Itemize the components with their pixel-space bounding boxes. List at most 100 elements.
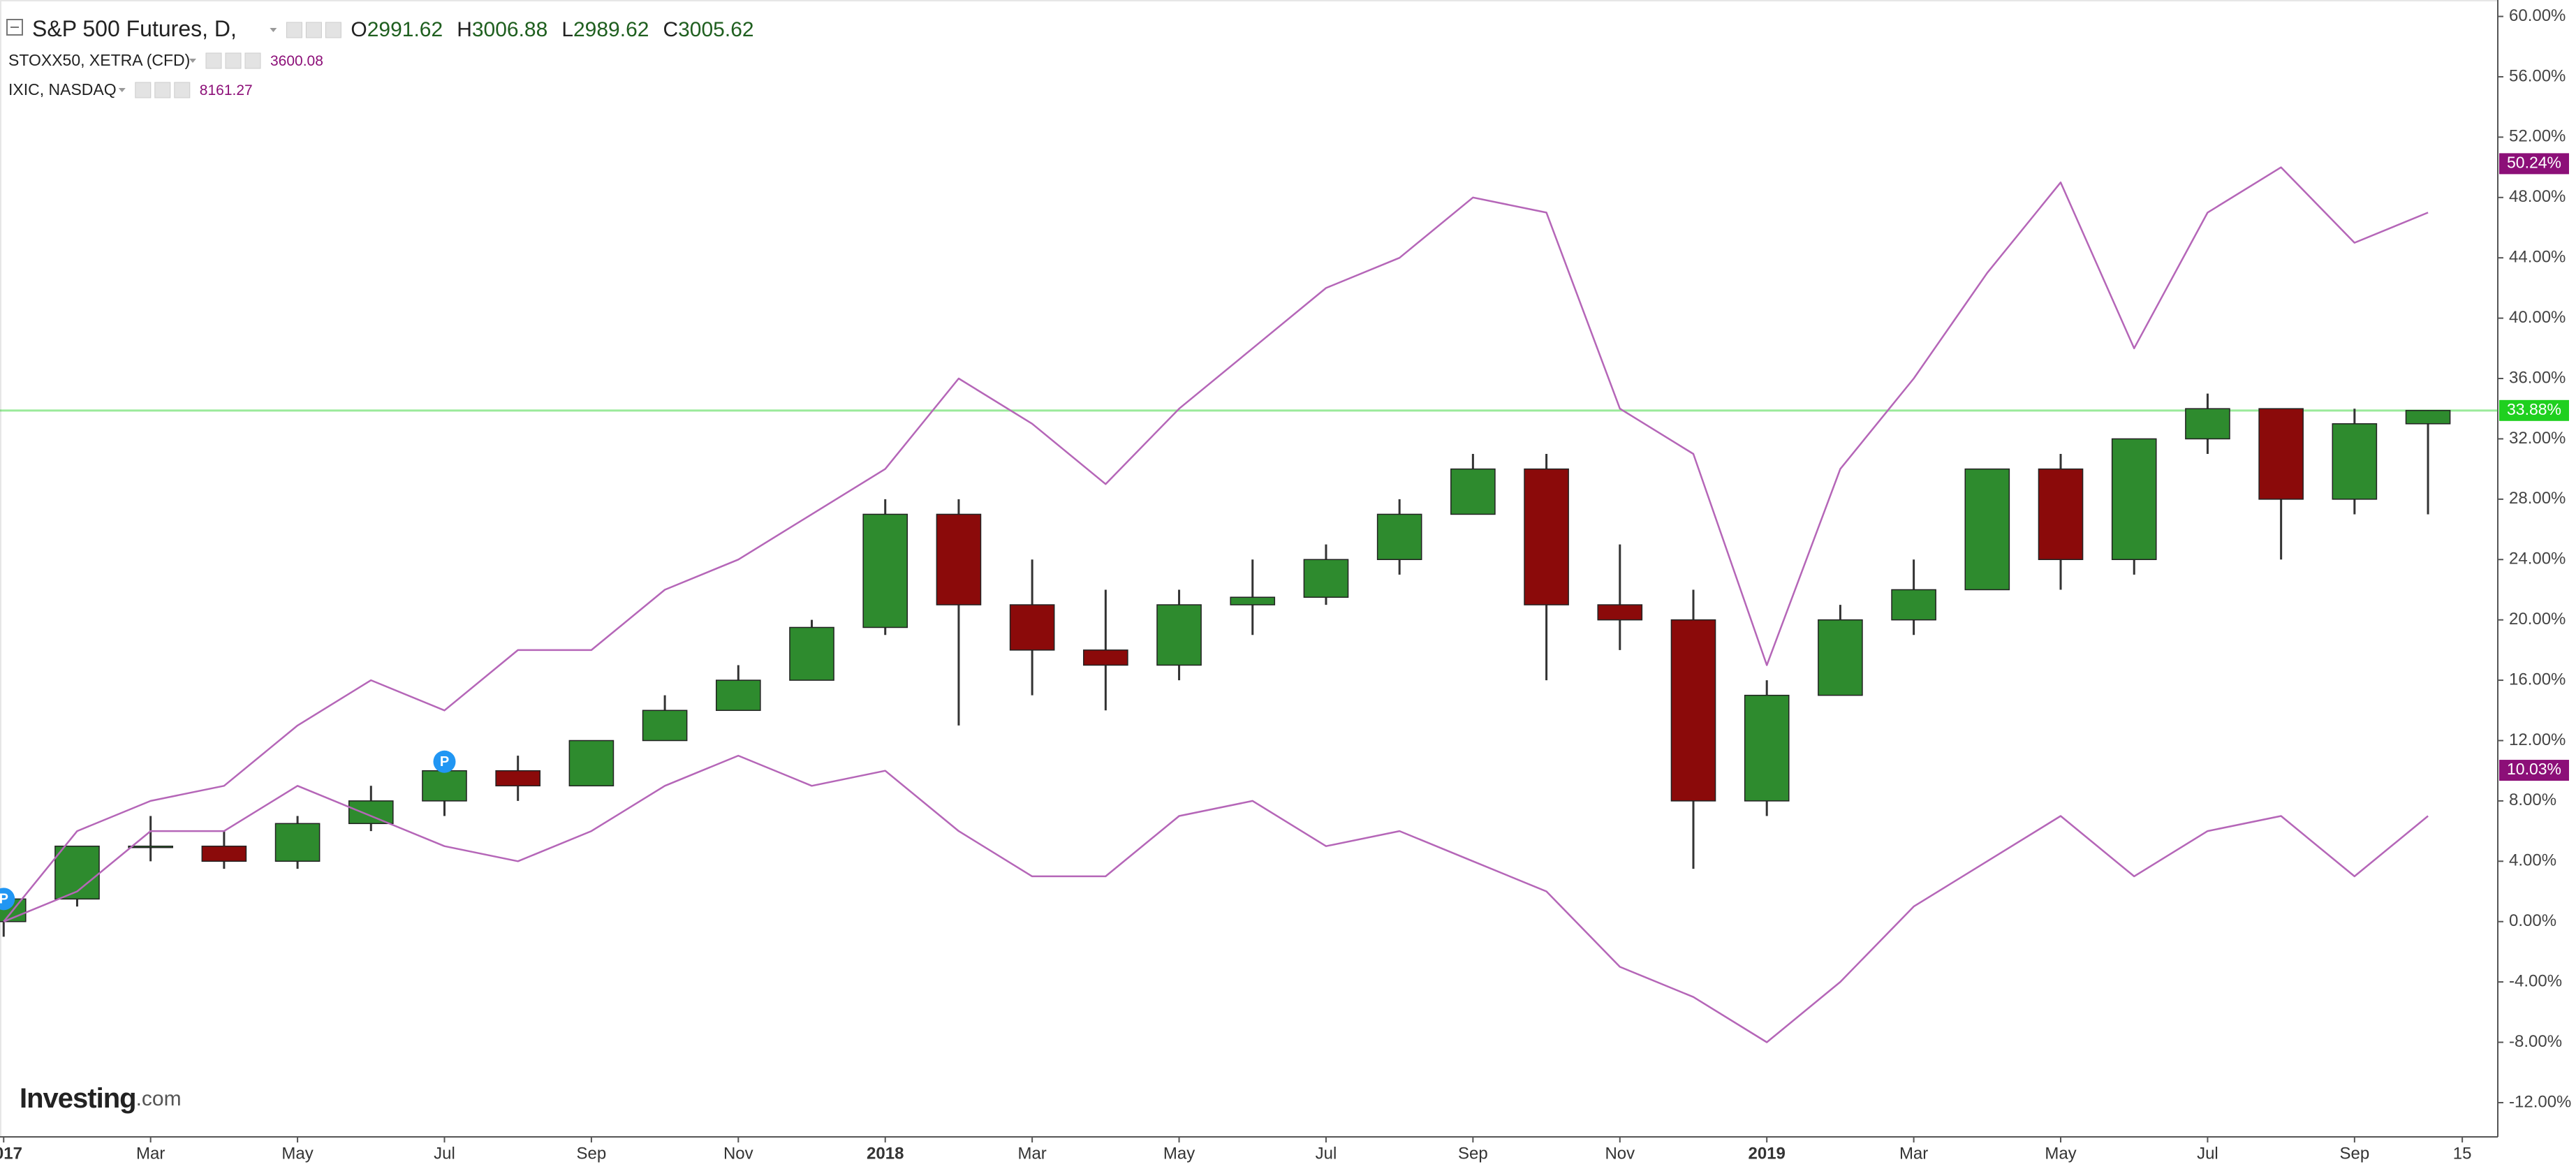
legend-quote: O2991.62 H3006.88 L2989.62 C3005.62 bbox=[351, 18, 753, 41]
y-tick-label: 32.00% bbox=[2509, 429, 2566, 448]
quote-value: 3006.88 bbox=[472, 18, 547, 41]
y-tick-label: 16.00% bbox=[2509, 670, 2566, 689]
candle-body bbox=[2111, 438, 2157, 561]
candle-body bbox=[348, 800, 394, 825]
last-value-label: 50.24% bbox=[2507, 153, 2561, 171]
legend-icon[interactable] bbox=[154, 82, 171, 98]
legend-quote: 8161.27 bbox=[200, 82, 253, 98]
legend-icon[interactable] bbox=[205, 52, 222, 69]
candle-body bbox=[2185, 408, 2230, 440]
quote-value: 3005.62 bbox=[678, 18, 753, 41]
quote-value: 8161.27 bbox=[200, 82, 253, 98]
y-tick-label: -8.00% bbox=[2509, 1032, 2562, 1051]
y-tick-label: 0.00% bbox=[2509, 911, 2556, 930]
candle-body bbox=[1083, 649, 1128, 666]
candle-body bbox=[2332, 423, 2378, 500]
event-marker-label: P bbox=[440, 754, 449, 770]
legend-name-text: STOXX50, XETRA (CFD) bbox=[8, 51, 190, 69]
x-tick-label: Mar bbox=[1017, 1144, 1046, 1163]
x-tick-label: Nov bbox=[1605, 1144, 1635, 1163]
candle-body bbox=[789, 626, 834, 681]
candle-body bbox=[862, 513, 908, 628]
quote-value: 3600.08 bbox=[270, 53, 323, 69]
candle-body bbox=[1303, 559, 1349, 598]
y-tick-label: 24.00% bbox=[2509, 550, 2566, 568]
collapse-button[interactable] bbox=[6, 19, 23, 36]
y-tick-label: 28.00% bbox=[2509, 489, 2566, 508]
quote-label: H bbox=[457, 18, 472, 41]
candle-body bbox=[1230, 596, 1276, 605]
x-tick-label: May bbox=[1163, 1144, 1195, 1163]
x-tick-label: Nov bbox=[723, 1144, 753, 1163]
candle-body bbox=[1670, 619, 1716, 802]
y-tick-label: 52.00% bbox=[2509, 127, 2566, 146]
y-tick-label: 60.00% bbox=[2509, 6, 2566, 25]
x-tick-label: 2019 bbox=[1749, 1144, 1786, 1163]
legend-dropdown[interactable] bbox=[270, 28, 277, 32]
quote-value: 2989.62 bbox=[573, 18, 649, 41]
candle-body bbox=[201, 845, 247, 862]
last-value-label: 33.88% bbox=[2507, 400, 2561, 418]
event-marker[interactable] bbox=[433, 750, 456, 773]
legend-icon[interactable] bbox=[225, 52, 242, 69]
candle-body bbox=[2038, 468, 2084, 561]
legend-dropdown[interactable] bbox=[189, 59, 196, 63]
legend-name: IXIC, NASDAQ bbox=[8, 80, 117, 98]
quote-label: L bbox=[561, 18, 573, 41]
candle-body bbox=[1009, 604, 1055, 651]
legend-dropdown[interactable] bbox=[118, 88, 126, 92]
x-tick-label: Sep bbox=[2339, 1144, 2369, 1163]
x-tick-label: May bbox=[281, 1144, 313, 1163]
y-tick-label: 12.00% bbox=[2509, 730, 2566, 749]
last-value-badge bbox=[2499, 399, 2569, 421]
legend-name: S&P 500 Futures, D, bbox=[32, 16, 237, 41]
candle-body bbox=[716, 679, 761, 712]
legend-quote: 3600.08 bbox=[270, 53, 323, 69]
candle-body bbox=[1597, 604, 1643, 621]
x-tick-label: 2017 bbox=[0, 1144, 22, 1163]
series-line bbox=[3, 754, 2429, 1043]
candle-body bbox=[1156, 604, 1202, 666]
x-tick-label: Mar bbox=[136, 1144, 165, 1163]
y-tick-label: 20.00% bbox=[2509, 610, 2566, 628]
event-marker[interactable] bbox=[0, 888, 15, 911]
x-tick-label: Jul bbox=[2197, 1144, 2218, 1163]
watermark-brand: Investing bbox=[20, 1083, 136, 1114]
series-line bbox=[3, 166, 2429, 922]
quote-label: C bbox=[663, 18, 678, 41]
legend-icon[interactable] bbox=[286, 22, 302, 38]
candle-body bbox=[1376, 513, 1422, 561]
last-value-badge bbox=[2499, 760, 2569, 781]
quote-value: 2991.62 bbox=[367, 18, 443, 41]
event-marker-label: P bbox=[0, 892, 8, 907]
x-tick-label: Sep bbox=[1458, 1144, 1488, 1163]
last-value-badge bbox=[2499, 153, 2569, 175]
y-tick-label: 40.00% bbox=[2509, 308, 2566, 327]
legend-icon[interactable] bbox=[135, 82, 152, 98]
x-tick-label: Jul bbox=[1316, 1144, 1337, 1163]
candle-body bbox=[274, 823, 321, 862]
candle-body bbox=[495, 770, 541, 787]
candle-body bbox=[128, 845, 173, 848]
legend-icon[interactable] bbox=[325, 22, 341, 38]
y-tick-label: 4.00% bbox=[2509, 851, 2556, 870]
candle-body bbox=[642, 710, 688, 742]
y-tick-label: 36.00% bbox=[2509, 368, 2566, 387]
x-tick-label: Jul bbox=[434, 1144, 455, 1163]
candle-body bbox=[1524, 468, 1569, 605]
candle-body bbox=[1964, 468, 2010, 591]
candle-body bbox=[2258, 408, 2304, 500]
legend-icon[interactable] bbox=[305, 22, 322, 38]
y-tick-label: 8.00% bbox=[2509, 791, 2556, 809]
candle-body bbox=[422, 770, 467, 802]
legend-icon[interactable] bbox=[244, 52, 261, 69]
legend-icon[interactable] bbox=[174, 82, 191, 98]
watermark-domain: .com bbox=[136, 1087, 182, 1110]
candle-body bbox=[1450, 468, 1496, 515]
y-tick-label: -4.00% bbox=[2509, 971, 2562, 990]
y-tick-label: 48.00% bbox=[2509, 187, 2566, 206]
legend-name-text: S&P 500 Futures, D, bbox=[32, 16, 237, 41]
x-tick-label: 2018 bbox=[867, 1144, 904, 1163]
